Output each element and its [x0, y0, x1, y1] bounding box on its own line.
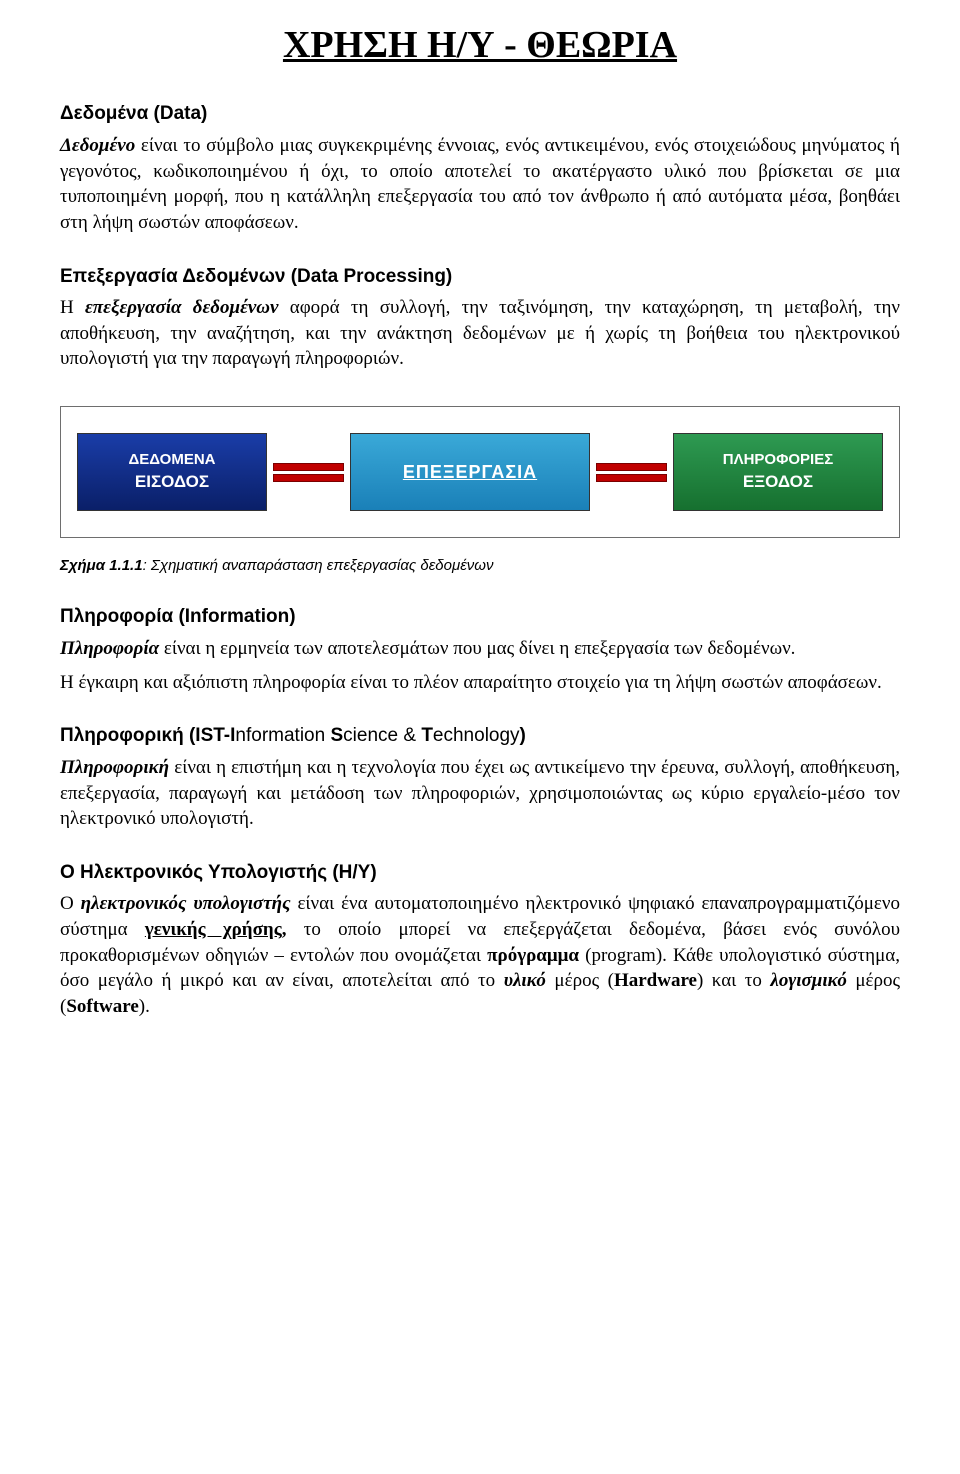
page-title: ΧΡΗΣΗ Η/Υ - ΘΕΩΡΙΑ: [60, 20, 900, 71]
heading-computer: Ο Ηλεκτρονικός Υπολογιστής (Η/Υ): [60, 860, 900, 886]
diagram-label: ΔΕΔΟΜΕΝΑ: [129, 450, 216, 470]
text: ).: [139, 996, 150, 1017]
diagram-box-process: ΕΠΕΞΕΡΓΑΣΙΑ: [350, 433, 590, 511]
text: Η: [60, 297, 85, 318]
connector-bar: [273, 463, 344, 471]
heading-information: Πληροφορία (Information): [60, 604, 900, 630]
connector-bar: [596, 474, 667, 482]
text: S: [330, 725, 343, 746]
text: ): [520, 725, 526, 746]
paragraph-computer: Ο ηλεκτρονικός υπολογιστής είναι ένα αυτ…: [60, 891, 900, 1019]
caption-label: Σχήμα 1.1.1: [60, 557, 143, 574]
paragraph-data: Δεδομένο είναι το σύμβολο μιας συγκεκριμ…: [60, 133, 900, 236]
term-software: Software: [66, 996, 138, 1017]
term-information: Πληροφορία: [60, 638, 159, 659]
diagram-box-output: ΠΛΗΡΟΦΟΡΙΕΣ ΕΞΟΔΟΣ: [673, 433, 883, 511]
diagram-connector: [596, 463, 667, 482]
text: cience &: [343, 725, 421, 746]
heading-processing: Επεξεργασία Δεδομένων (Data Processing): [60, 264, 900, 290]
paragraph-processing: Η επεξεργασία δεδομένων αφορά τη συλλογή…: [60, 295, 900, 372]
diagram-label: ΕΞΟΔΟΣ: [743, 471, 813, 494]
diagram-label: ΕΙΣΟΔΟΣ: [135, 471, 209, 494]
text: nformation: [235, 725, 330, 746]
term-ist: Πληροφορική: [60, 757, 169, 778]
term-data: Δεδομένο: [60, 135, 135, 156]
text: είναι το σύμβολο μιας συγκεκριμένης έννο…: [60, 135, 900, 233]
text: μέρος (: [546, 970, 614, 991]
text: echnology: [433, 725, 520, 746]
paragraph-information-2: Η έγκαιρη και αξιόπιστη πληροφορία είναι…: [60, 670, 900, 696]
text: είναι η επιστήμη και η τεχνολογία που έχ…: [60, 757, 900, 829]
connector-bar: [596, 463, 667, 471]
term-general-use: γενικής χρήσης,: [145, 919, 287, 940]
term-hardware-gr: υλικό: [504, 970, 546, 991]
diagram-box-input: ΔΕΔΟΜΕΝΑ ΕΙΣΟΔΟΣ: [77, 433, 267, 511]
paragraph-information-1: Πληροφορία είναι η ερμηνεία των αποτελεσ…: [60, 636, 900, 662]
diagram-label: ΕΠΕΞΕΡΓΑΣΙΑ: [403, 460, 537, 484]
connector-bar: [273, 474, 344, 482]
text: T: [421, 725, 433, 746]
heading-data: Δεδομένα (Data): [60, 101, 900, 127]
processing-diagram: ΔΕΔΟΜΕΝΑ ΕΙΣΟΔΟΣ ΕΠΕΞΕΡΓΑΣΙΑ ΠΛΗΡΟΦΟΡΙΕΣ…: [60, 406, 900, 538]
figure-caption: Σχήμα 1.1.1: Σχηματική αναπαράσταση επεξ…: [60, 556, 900, 576]
term-program: πρόγραμμα: [487, 945, 579, 966]
diagram-connector: [273, 463, 344, 482]
heading-ist: Πληροφορική (IST-Information Science & T…: [60, 723, 900, 749]
term-hardware: Hardware: [614, 970, 697, 991]
term-software-gr: λογισμικό: [770, 970, 846, 991]
term-processing: επεξεργασία δεδομένων: [85, 297, 279, 318]
text: Πληροφορική (IST-I: [60, 725, 235, 746]
text: ) και το: [697, 970, 770, 991]
text: Ο: [60, 893, 81, 914]
term-computer: ηλεκτρονικός υπολογιστής: [81, 893, 291, 914]
caption-text: : Σχηματική αναπαράσταση επεξεργασίας δε…: [143, 557, 494, 574]
diagram-label: ΠΛΗΡΟΦΟΡΙΕΣ: [723, 450, 834, 470]
paragraph-ist: Πληροφορική είναι η επιστήμη και η τεχνο…: [60, 755, 900, 832]
text: είναι η ερμηνεία των αποτελεσμάτων που μ…: [159, 638, 795, 659]
